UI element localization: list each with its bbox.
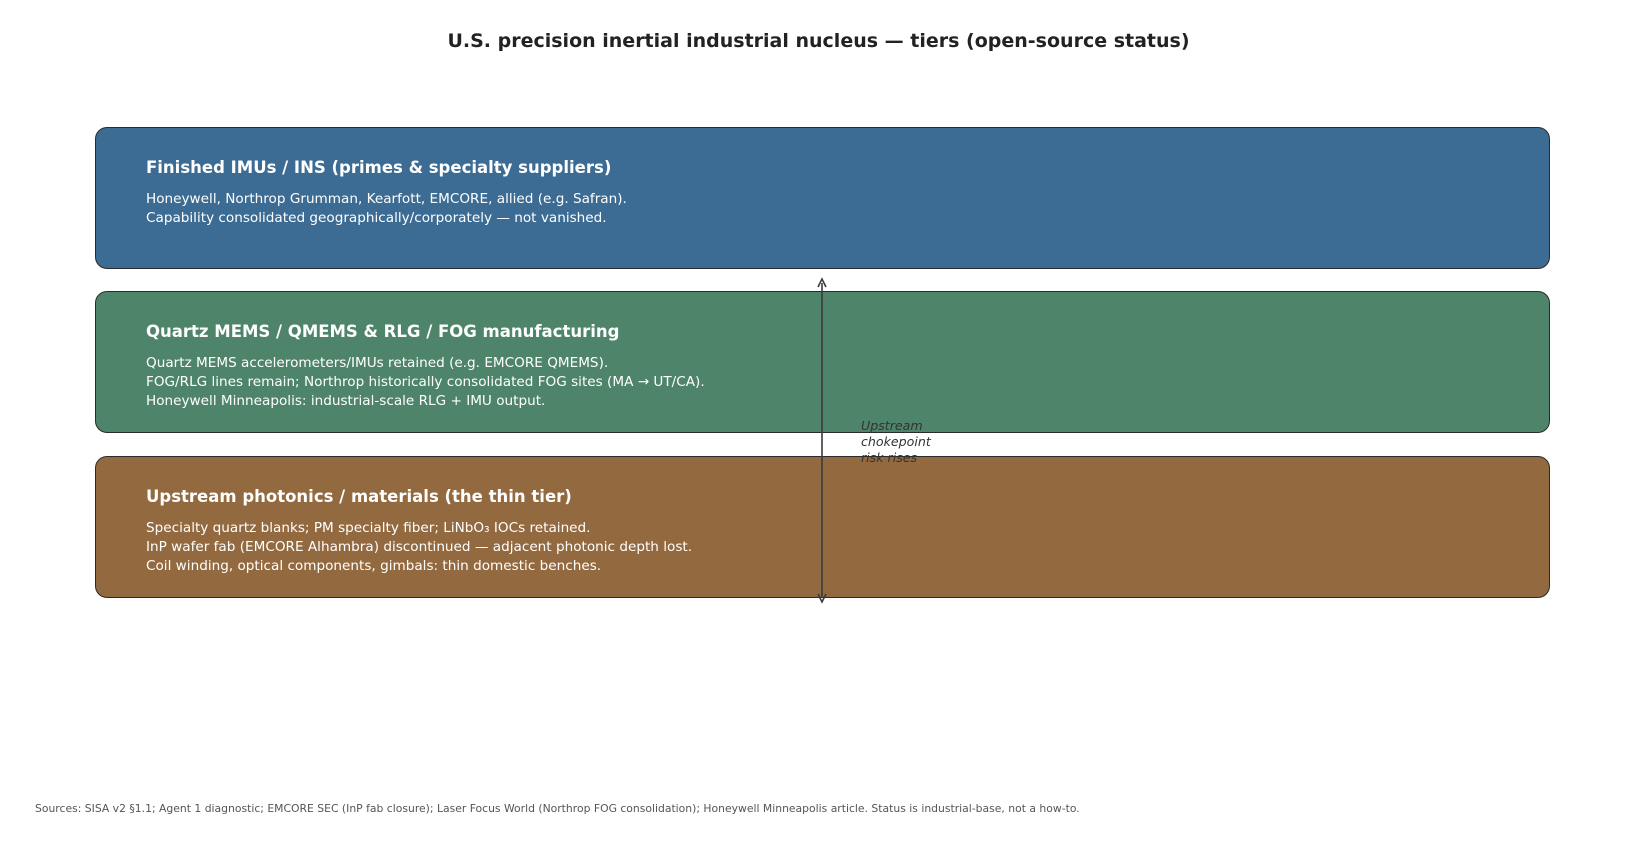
tier-description: Honeywell, Northrop Grumman, Kearfott, E… — [146, 190, 627, 228]
tier-heading: Finished IMUs / INS (primes & specialty … — [146, 158, 612, 177]
tier-description-line: Honeywell Minneapolis: industrial-scale … — [146, 393, 546, 409]
tier-description-line: FOG/RLG lines remain; Northrop historica… — [146, 374, 705, 390]
tier-box-quartz-mems: Quartz MEMS / QMEMS & RLG / FOG manufact… — [95, 291, 1550, 433]
arrow-head-up-icon — [817, 277, 827, 288]
tier-description-line: Honeywell, Northrop Grumman, Kearfott, E… — [146, 191, 627, 207]
sources-footnote: Sources: SISA v2 §1.1; Agent 1 diagnosti… — [35, 802, 1080, 815]
tier-description-line: InP wafer fab (EMCORE Alhambra) disconti… — [146, 539, 693, 555]
diagram-title: U.S. precision inertial industrial nucle… — [447, 30, 1190, 52]
arrow-label-line: Upstream — [861, 418, 923, 433]
tier-description: Quartz MEMS accelerometers/IMUs retained… — [146, 354, 705, 411]
tier-description-line: Quartz MEMS accelerometers/IMUs retained… — [146, 355, 609, 371]
tier-box-upstream-photonics: Upstream photonics / materials (the thin… — [95, 456, 1550, 598]
tier-description-line: Coil winding, optical components, gimbal… — [146, 558, 602, 574]
arrow-label-line: chokepoint — [861, 434, 931, 449]
tier-description-line: Capability consolidated geographically/c… — [146, 210, 607, 226]
arrow-label-line: risk rises — [861, 450, 918, 465]
tier-box-finished-imus: Finished IMUs / INS (primes & specialty … — [95, 127, 1550, 269]
tier-heading: Quartz MEMS / QMEMS & RLG / FOG manufact… — [146, 322, 620, 341]
tier-heading: Upstream photonics / materials (the thin… — [146, 487, 572, 506]
tier-description: Specialty quartz blanks; PM specialty fi… — [146, 519, 692, 576]
chokepoint-arrow-label: Upstream chokepoint risk rises — [861, 418, 931, 466]
tier-description-line: Specialty quartz blanks; PM specialty fi… — [146, 520, 591, 536]
